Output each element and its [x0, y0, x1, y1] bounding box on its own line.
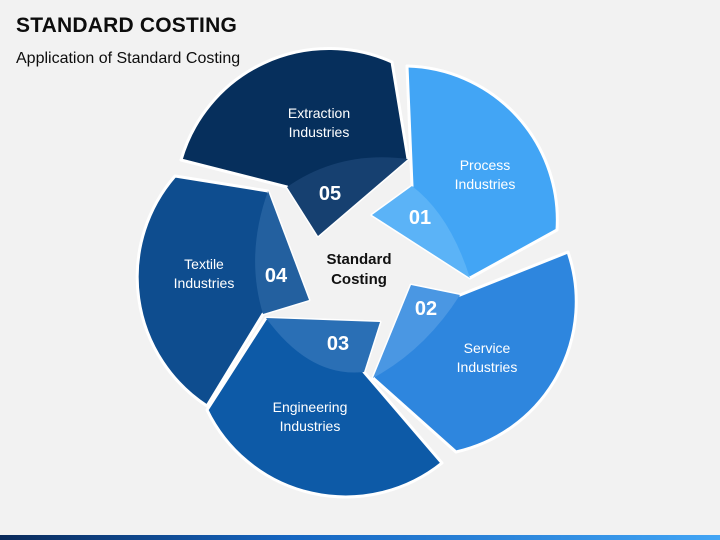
segment-01-number: 01 [409, 207, 431, 229]
slide-title: STANDARD COSTING [16, 14, 237, 37]
segments-layer [135, 47, 578, 499]
segment-03-label-line2: Industries [280, 418, 341, 434]
segment-03-inner-highlight [266, 318, 380, 373]
segment-03: Engineering Industries 03 [273, 333, 349, 434]
segment-05-inner-highlight [287, 157, 408, 236]
segment-01: Process Industries 01 [409, 157, 515, 229]
segment-02-number: 02 [415, 298, 437, 320]
segment-02-inner-highlight [373, 285, 460, 378]
segment-01-inner-highlight [372, 186, 470, 278]
labels-layer: Process Industries 01 Service Industries… [174, 105, 518, 434]
segment-01-label-line1: Process [460, 157, 511, 173]
center-label-line2: Costing [331, 271, 387, 288]
segment-02-label-line1: Service [464, 340, 511, 356]
slide-subtitle: Application of Standard Costing [16, 50, 241, 67]
segment-05-number: 05 [319, 183, 341, 205]
segment-03-number: 03 [327, 333, 349, 355]
segment-02: Service Industries 02 [415, 298, 517, 375]
segment-04-inner-highlight [255, 191, 309, 314]
segment-02-label-line2: Industries [457, 359, 518, 375]
segment-05-label-line1: Extraction [288, 105, 350, 121]
segment-01-shape [370, 64, 559, 280]
segment-04-label-line1: Textile [184, 256, 224, 272]
bottom-accent-bar [0, 535, 720, 540]
segment-02-shape [371, 250, 578, 454]
segment-03-body [205, 316, 444, 499]
segment-04-label-line2: Industries [174, 275, 235, 291]
segment-04-number: 04 [265, 265, 288, 287]
segment-04-shape [135, 174, 311, 408]
center-label-line1: Standard [326, 251, 391, 268]
segment-03-shape [205, 316, 444, 499]
segment-05: Extraction Industries 05 [288, 105, 350, 205]
segment-04: Textile Industries 04 [174, 256, 288, 291]
segment-01-label-line2: Industries [455, 176, 516, 192]
center-label: Standard Costing [326, 251, 391, 288]
segment-03-label-line1: Engineering [273, 399, 348, 415]
segment-05-label-line2: Industries [289, 124, 350, 140]
segment-05-shape [179, 47, 410, 238]
